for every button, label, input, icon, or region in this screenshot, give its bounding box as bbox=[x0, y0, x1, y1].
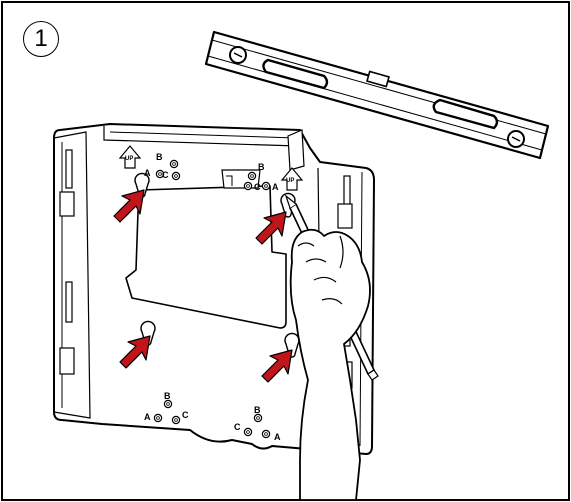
hole-group-bottom-right: B C A bbox=[234, 405, 281, 442]
svg-text:C: C bbox=[182, 410, 189, 420]
svg-text:UP: UP bbox=[125, 156, 133, 162]
svg-text:A: A bbox=[272, 182, 279, 192]
svg-text:A: A bbox=[144, 168, 151, 178]
spirit-level-icon bbox=[204, 30, 550, 160]
svg-text:B: B bbox=[164, 391, 171, 401]
svg-text:UP: UP bbox=[286, 178, 294, 184]
svg-text:A: A bbox=[274, 432, 281, 442]
up-arrow-left-icon: UP bbox=[118, 145, 142, 169]
step-number: 1 bbox=[34, 25, 48, 52]
hole-group-top-left: B A C bbox=[144, 152, 181, 181]
svg-text:B: B bbox=[156, 152, 163, 162]
svg-text:C: C bbox=[254, 182, 261, 192]
svg-text:A: A bbox=[144, 412, 151, 422]
step-number-badge: 1 bbox=[23, 21, 59, 57]
svg-text:C: C bbox=[234, 422, 241, 432]
hole-group-top-right: B C A bbox=[243, 162, 279, 192]
up-arrow-right-icon: UP bbox=[280, 167, 304, 191]
svg-text:B: B bbox=[258, 162, 265, 172]
hand-icon bbox=[289, 228, 371, 501]
svg-text:B: B bbox=[254, 405, 261, 415]
svg-text:C: C bbox=[162, 170, 169, 180]
hole-group-bottom-left: B A C bbox=[144, 391, 189, 425]
